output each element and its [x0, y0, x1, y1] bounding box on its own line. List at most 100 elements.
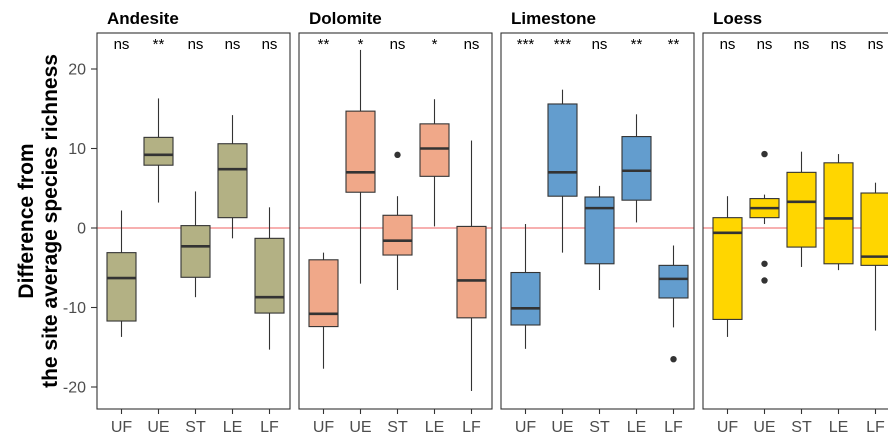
panel-title: Dolomite [309, 9, 382, 28]
significance-label: ns [868, 36, 884, 53]
x-tick-label: LE [425, 419, 445, 436]
outlier-point [394, 151, 401, 159]
significance-label: ns [262, 36, 278, 53]
panel-andesite: Andesite ns UF ** UE ns ST ns LE ns LF [96, 9, 291, 436]
panel-border [298, 32, 493, 410]
x-tick-label: ST [589, 419, 610, 436]
panel-dolomite: Dolomite ** UF * UE ns ST * LE ns LF [298, 9, 493, 436]
x-tick-label: LE [223, 419, 243, 436]
significance-label: * [432, 36, 438, 53]
x-tick-label: ST [387, 419, 408, 436]
box-iqr [180, 225, 211, 278]
panel-title: Andesite [107, 9, 179, 28]
significance-label: ns [464, 36, 480, 53]
box-uf [106, 210, 137, 337]
box-le [823, 154, 854, 271]
panel-plot-area [703, 150, 888, 337]
box-iqr [254, 237, 285, 314]
box-iqr [456, 225, 487, 319]
y-tick-label: 0 [77, 221, 86, 238]
y-tick-label: -10 [63, 300, 86, 317]
y-axis: -20 -10 0 10 20 [63, 62, 97, 397]
box-st [786, 151, 817, 267]
significance-label: ns [188, 36, 204, 53]
significance-label: ns [390, 36, 406, 53]
significance-label: ns [114, 36, 130, 53]
panel-plot-area [299, 49, 492, 391]
significance-label: ** [631, 36, 643, 53]
significance-label: ns [225, 36, 241, 53]
x-tick-label: UF [313, 419, 335, 436]
significance-label: * [358, 36, 364, 53]
box-iqr [823, 162, 854, 265]
x-tick-label: UE [349, 419, 371, 436]
box-iqr [217, 143, 248, 219]
box-iqr [786, 171, 817, 248]
box-ue [143, 98, 174, 203]
panel-plot-area [501, 89, 694, 363]
y-tick-label: 20 [68, 62, 86, 79]
box-ue [749, 150, 780, 284]
box-lf [254, 207, 285, 350]
significance-label: ns [720, 36, 736, 53]
x-tick-label: LF [462, 419, 481, 436]
panels: AndesitensUF**UEnsSTnsLEnsLFDolomite**UF… [96, 9, 888, 436]
x-tick-label: LF [664, 419, 683, 436]
box-le [217, 115, 248, 239]
box-st [382, 151, 413, 291]
x-tick-label: LE [829, 419, 849, 436]
box-lf [456, 140, 487, 391]
x-tick-label: UE [147, 419, 169, 436]
significance-label: ns [757, 36, 773, 53]
significance-label: ns [592, 36, 608, 53]
box-uf [510, 224, 541, 349]
panel-limestone: Limestone *** UF *** UE ns ST ** LE ** LF [500, 9, 695, 436]
box-ue [547, 89, 578, 253]
outlier-point [761, 277, 768, 284]
box-lf [658, 245, 689, 363]
y-axis-title: Difference from the site average species … [15, 54, 62, 388]
box-iqr [712, 217, 743, 320]
significance-label: *** [554, 36, 572, 53]
x-tick-label: UE [753, 419, 775, 436]
y-axis-title-line-2: the site average species richness [39, 54, 62, 388]
x-tick-label: UE [551, 419, 573, 436]
box-st [180, 191, 211, 298]
x-tick-label: LF [866, 419, 885, 436]
x-tick-label: UF [111, 419, 133, 436]
box-ue [345, 49, 376, 284]
x-tick-label: ST [791, 419, 812, 436]
panel-border [702, 32, 888, 410]
x-tick-label: LF [260, 419, 279, 436]
box-iqr [860, 192, 888, 266]
significance-label: *** [517, 36, 535, 53]
significance-label: ns [831, 36, 847, 53]
box-iqr [419, 123, 450, 177]
box-uf [712, 196, 743, 337]
box-iqr [547, 103, 578, 197]
box-iqr [143, 136, 174, 166]
box-iqr [510, 271, 541, 326]
box-le [621, 114, 652, 223]
box-iqr [658, 264, 689, 299]
panel-plot-area [97, 98, 290, 350]
outlier-point [761, 150, 768, 158]
box-iqr [106, 252, 137, 322]
outlier-point [761, 260, 768, 267]
panel-border [96, 32, 291, 410]
significance-label: ** [153, 36, 165, 53]
panel-border [500, 32, 695, 410]
y-tick-label: -20 [63, 380, 86, 397]
box-iqr [308, 259, 339, 328]
box-iqr [621, 136, 652, 201]
y-tick-label: 10 [68, 141, 86, 158]
panel-title: Loess [713, 9, 762, 28]
box-lf [860, 182, 888, 331]
outlier-point [670, 355, 677, 363]
x-tick-label: UF [717, 419, 739, 436]
x-tick-label: UF [515, 419, 537, 436]
box-iqr [345, 110, 376, 193]
box-st [584, 185, 615, 291]
significance-label: ** [318, 36, 330, 53]
